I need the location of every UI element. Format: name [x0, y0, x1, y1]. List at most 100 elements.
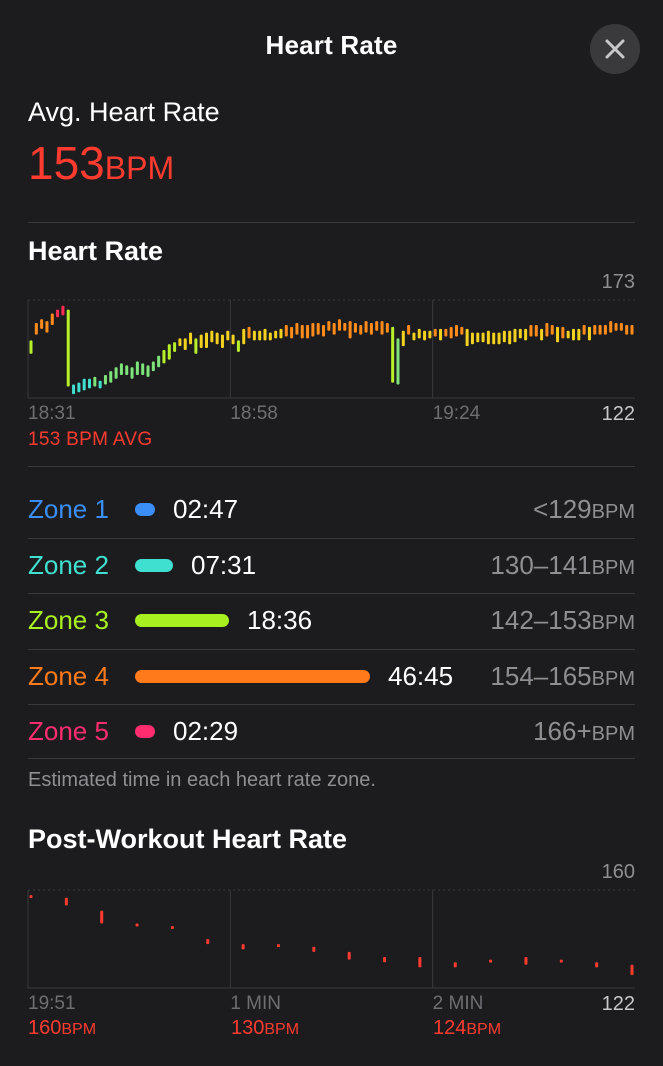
chart-bar	[77, 382, 81, 393]
chart-bar	[242, 328, 246, 345]
zones-footnote: Estimated time in each heart rate zone.	[28, 769, 376, 791]
post-reading-value: 130	[231, 1017, 265, 1039]
zone-range-unit: BPM	[591, 612, 635, 634]
zone-bar	[135, 725, 155, 738]
chart-bar	[276, 944, 280, 948]
chart-bar	[418, 957, 422, 968]
chart-bar	[130, 367, 134, 379]
chart-bar	[359, 324, 363, 335]
chart-bar	[598, 324, 602, 335]
chart-bar	[540, 328, 544, 341]
chart-bar	[380, 321, 384, 335]
chart-bar	[125, 365, 129, 375]
y-axis-max-label: 173	[602, 271, 635, 293]
chart-bar	[609, 321, 613, 333]
zone-row: Zone 2 07:31 130–141BPM	[28, 538, 635, 593]
chart-bar	[566, 330, 570, 339]
chart-bar	[582, 324, 586, 335]
chart-bar	[571, 328, 575, 341]
zone-range: 130–141BPM	[490, 550, 635, 581]
chart-bar	[312, 946, 316, 952]
x-axis-tick-label: 2 MIN	[433, 993, 484, 1014]
chart-bar	[423, 330, 427, 341]
zone-bar	[135, 503, 155, 516]
chart-bar	[508, 330, 512, 345]
chart-bar	[215, 332, 219, 345]
chart-bar	[439, 328, 443, 341]
chart-bar	[300, 324, 304, 339]
chart-bar	[93, 376, 97, 387]
chart-bar	[66, 309, 70, 387]
chart-bar	[194, 338, 198, 354]
heart-rate-section-title: Heart Rate	[28, 236, 164, 266]
zone-name: Zone 3	[28, 605, 109, 635]
chart-bar	[146, 365, 150, 377]
chart-bar	[170, 926, 174, 930]
post-reading-unit: BPM	[466, 1021, 502, 1038]
chart-bar	[247, 326, 251, 339]
close-button[interactable]	[590, 24, 640, 74]
chart-bar	[151, 361, 155, 372]
x-axis-tick-label: 19:51	[28, 993, 76, 1014]
chart-bar	[332, 323, 336, 335]
chart-bar	[492, 332, 496, 345]
chart-bar	[518, 328, 522, 339]
avg-heart-rate-label: Avg. Heart Rate	[28, 97, 220, 127]
divider	[28, 593, 635, 594]
chart-bar	[103, 374, 107, 385]
x-axis-tick-label: 19:24	[433, 403, 481, 424]
chart-bar	[619, 323, 623, 331]
post-reading-value: 124	[433, 1017, 467, 1039]
chart-bar	[82, 378, 86, 391]
zone-range: 142–153BPM	[490, 605, 635, 636]
chart-bar	[311, 323, 315, 337]
zone-row: Zone 4 46:45 154–165BPM	[28, 649, 635, 704]
chart-bar	[98, 380, 102, 389]
zone-time: 07:31	[191, 549, 257, 580]
chart-bar	[327, 321, 331, 331]
post-workout-reading: 160BPM	[28, 1017, 96, 1040]
chart-bar	[337, 319, 341, 331]
post-reading-unit: BPM	[264, 1021, 300, 1038]
y-axis-max-label: 160	[602, 861, 635, 883]
chart-bar	[407, 324, 411, 335]
chart-bar	[353, 323, 357, 333]
zone-name: Zone 1	[28, 494, 109, 524]
chart-bar	[141, 363, 145, 375]
zone-range-value: 130–141	[490, 549, 592, 580]
chart-bar	[486, 330, 490, 345]
chart-bar	[263, 328, 267, 341]
chart-bar	[205, 332, 209, 349]
chart-bar	[556, 326, 560, 343]
chart-bar	[29, 340, 33, 354]
zone-time: 18:36	[247, 605, 313, 635]
x-axis-tick-label: 18:31	[28, 403, 76, 424]
chart-bar	[199, 334, 203, 349]
chart-bar	[489, 959, 493, 963]
chart-bar	[322, 324, 326, 337]
zone-bar	[135, 669, 370, 683]
chart-bar	[630, 324, 634, 335]
post-workout-reading: 124BPM	[433, 1017, 501, 1040]
chart-bar	[385, 323, 389, 333]
divider	[28, 466, 635, 467]
chart-bar	[396, 338, 400, 385]
avg-heart-rate-value: 153BPM	[28, 136, 174, 190]
x-axis-tick-label: 1 MIN	[230, 993, 281, 1014]
zone-range-value: <129	[533, 494, 592, 524]
zone-row: Zone 1 02:47 <129BPM	[28, 482, 635, 537]
chart-bar	[559, 959, 563, 963]
chart-bar	[167, 344, 171, 360]
zone-range-value: 166+	[533, 716, 592, 746]
page-title: Heart Rate	[265, 30, 398, 60]
chart-bar	[252, 330, 256, 341]
chart-bar	[391, 326, 395, 383]
chart-bar	[290, 326, 294, 339]
zone-row: Zone 3 18:36 142–153BPM	[28, 593, 635, 648]
chart-bar	[497, 332, 501, 345]
zone-range: 154–165BPM	[490, 661, 635, 692]
chart-bar	[529, 324, 533, 337]
divider	[28, 222, 635, 223]
chart-bar	[316, 323, 320, 335]
avg-value-unit: BPM	[104, 150, 175, 186]
